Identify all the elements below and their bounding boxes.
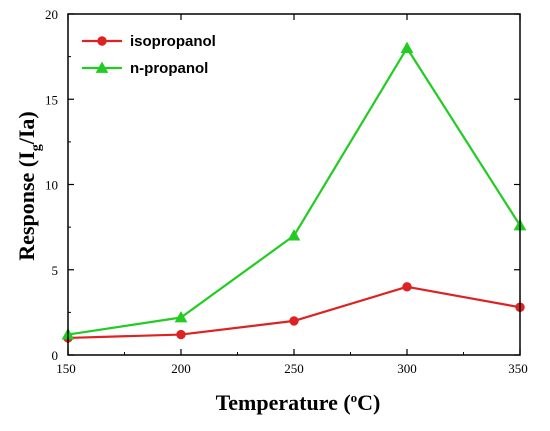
y-tick-label-15: 15 [45, 92, 58, 107]
x-tick-label-250: 250 [284, 361, 304, 376]
y-tick-label-20: 20 [45, 7, 58, 22]
series-line-n-propanol [67, 46, 521, 336]
legend-marker-n-propanol [95, 61, 109, 73]
point-isopropanol-250 [289, 316, 299, 326]
x-tick-label-150: 150 [56, 361, 76, 376]
y-tick-label-0: 0 [52, 348, 59, 363]
point-isopropanol-300 [402, 282, 412, 292]
x-tick-label-350: 350 [508, 361, 528, 376]
legend-label-n-propanol: n-propanol [130, 60, 208, 77]
legend: isopropanol n-propanol [82, 33, 216, 77]
y-tick-label-10: 10 [45, 178, 58, 193]
axes: 150 200 250 300 350 0 5 10 15 20 [45, 7, 528, 376]
point-n-propanol-250 [287, 229, 301, 241]
point-n-propanol-300 [400, 41, 414, 53]
point-n-propanol-200 [174, 310, 188, 323]
x-axis-title: Temperature (oC) [216, 390, 381, 415]
legend-marker-isopropanol [97, 36, 107, 46]
point-isopropanol-200 [176, 329, 186, 340]
legend-label-isopropanol: isopropanol [130, 33, 216, 50]
x-tick-label-200: 200 [171, 361, 191, 376]
y-axis-title: Response (Ig/Ia) [14, 111, 44, 260]
x-tick-label-300: 300 [397, 361, 417, 376]
series-line-isopropanol [67, 285, 521, 340]
y-tick-label-5: 5 [52, 263, 59, 278]
plot-area [61, 41, 527, 343]
